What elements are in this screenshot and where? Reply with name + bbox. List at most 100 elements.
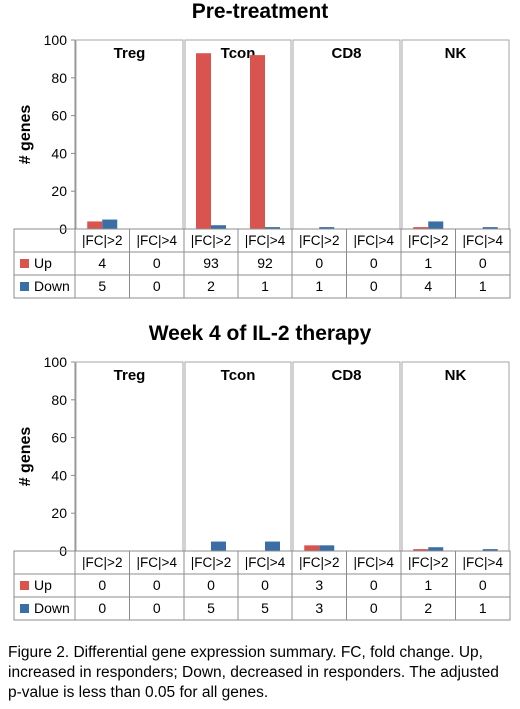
bar-down	[319, 227, 335, 229]
data-label: 4	[98, 255, 106, 271]
legend-label-down: Down	[34, 600, 70, 616]
legend-swatch-down	[20, 282, 29, 291]
data-label: 0	[370, 600, 378, 616]
category-label: |FC|>2	[191, 233, 231, 248]
data-label: 0	[370, 255, 378, 271]
data-label: 3	[315, 577, 323, 593]
legend-swatch-up	[20, 581, 29, 590]
data-label: 5	[207, 600, 215, 616]
y-tick-label: 20	[51, 505, 67, 521]
data-label: 92	[257, 255, 273, 271]
group-panel-treg	[75, 39, 184, 230]
bar-down	[211, 225, 226, 229]
bar-up	[196, 53, 211, 230]
category-label: |FC|>4	[463, 555, 504, 570]
y-axis-label: # genes	[17, 105, 34, 165]
bar-down	[211, 541, 226, 551]
category-label: |FC|>2	[299, 233, 339, 248]
group-panel-cd8	[292, 39, 401, 230]
data-label: 1	[479, 600, 487, 616]
data-label: 0	[479, 255, 487, 271]
bar-up	[413, 227, 429, 229]
legend-label-up: Up	[34, 255, 52, 271]
data-label: 2	[424, 600, 432, 616]
y-axis-label: # genes	[17, 427, 34, 487]
data-label: 0	[98, 600, 106, 616]
category-label: |FC|>2	[299, 555, 339, 570]
data-label: 0	[315, 255, 323, 271]
data-label: 0	[370, 278, 378, 294]
y-tick-label: 20	[51, 183, 67, 199]
category-label: |FC|>2	[82, 233, 122, 248]
data-label: 0	[153, 255, 161, 271]
data-label: 0	[98, 577, 106, 593]
data-label: 1	[424, 577, 432, 593]
category-label: |FC|>2	[82, 555, 122, 570]
bar-down	[482, 549, 498, 551]
category-label: |FC|>4	[463, 233, 504, 248]
data-label: 0	[207, 577, 215, 593]
bar-down	[265, 541, 280, 551]
group-label-tcon: Tcon	[221, 367, 256, 384]
data-label: 1	[424, 255, 432, 271]
figure-caption: Figure 2. Differential gene expression s…	[8, 644, 499, 701]
y-tick-label: 80	[51, 70, 67, 86]
y-tick-label: 40	[51, 145, 67, 161]
data-label: 5	[98, 278, 106, 294]
data-label: 1	[315, 278, 323, 294]
group-panel-nk	[401, 39, 510, 230]
group-panel-tcon	[184, 361, 292, 552]
data-label: 1	[479, 278, 487, 294]
category-label: |FC|>4	[245, 555, 286, 570]
group-label-treg: Treg	[114, 367, 146, 384]
group-label-tcon: Tcon	[221, 45, 256, 62]
category-label: |FC|>2	[191, 555, 231, 570]
legend-swatch-up	[20, 259, 29, 268]
data-label: 5	[261, 600, 269, 616]
category-label: |FC|>4	[137, 555, 178, 570]
bar-down	[319, 545, 335, 551]
data-label: 93	[203, 255, 219, 271]
group-panel-nk	[401, 361, 510, 552]
group-label-cd8: CD8	[331, 367, 361, 384]
y-tick-label: 80	[51, 392, 67, 408]
group-panel-treg	[75, 361, 184, 552]
data-label: 2	[207, 278, 215, 294]
legend-label-down: Down	[34, 278, 70, 294]
group-label-treg: Treg	[114, 45, 146, 62]
data-label: 0	[153, 577, 161, 593]
data-label: 4	[424, 278, 432, 294]
y-tick-label: 100	[44, 32, 68, 48]
group-panel-cd8	[292, 361, 401, 552]
category-label: |FC|>4	[137, 233, 178, 248]
group-label-nk: NK	[445, 45, 467, 62]
category-label: |FC|>4	[354, 233, 395, 248]
bar-down	[265, 227, 280, 229]
group-label-nk: NK	[445, 367, 467, 384]
legend-label-up: Up	[34, 577, 52, 593]
data-label: 3	[315, 600, 323, 616]
y-tick-label: 60	[51, 430, 67, 446]
data-label: 0	[370, 577, 378, 593]
bar-up	[250, 55, 265, 230]
y-tick-label: 60	[51, 108, 67, 124]
category-label: |FC|>2	[408, 233, 448, 248]
data-label: 0	[479, 577, 487, 593]
bar-down	[428, 221, 444, 229]
data-label: 0	[153, 278, 161, 294]
category-label: |FC|>4	[245, 233, 286, 248]
bar-down	[428, 547, 444, 551]
bar-up	[304, 545, 320, 551]
group-label-cd8: CD8	[331, 45, 361, 62]
data-label: 1	[261, 278, 269, 294]
category-label: |FC|>4	[354, 555, 395, 570]
chart-title-pre-treatment: Pre-treatment	[191, 0, 329, 23]
bar-down	[102, 219, 118, 229]
bar-up	[413, 549, 429, 551]
bar-down	[482, 227, 498, 229]
chart-title-week4: Week 4 of IL-2 therapy	[148, 322, 372, 345]
data-label: 0	[153, 600, 161, 616]
legend-swatch-down	[20, 604, 29, 613]
